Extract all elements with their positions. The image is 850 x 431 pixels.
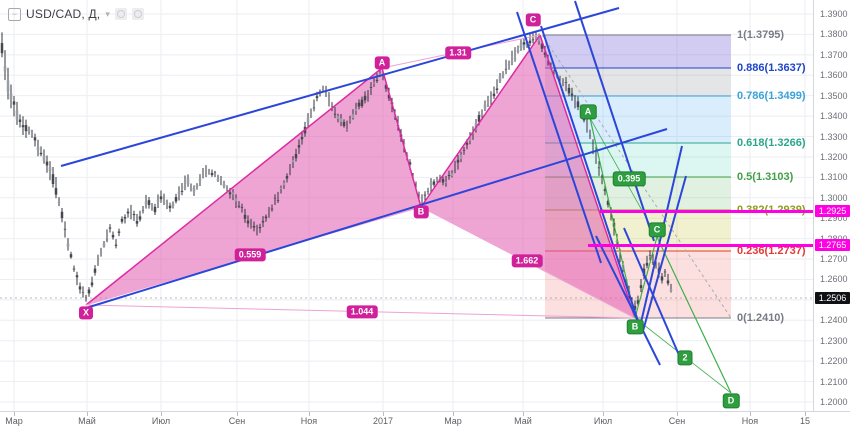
pattern-point-label[interactable]: 1.044 bbox=[346, 305, 378, 319]
time-tick-mark bbox=[453, 412, 454, 416]
trend-line[interactable] bbox=[595, 235, 661, 366]
price-tick-label: 1.3200 bbox=[820, 151, 848, 162]
pattern-point-label[interactable]: B bbox=[626, 319, 644, 335]
pattern-point-label[interactable]: 0.559 bbox=[234, 248, 266, 262]
price-tick-label: 1.3300 bbox=[820, 131, 848, 142]
time-tick-mark bbox=[161, 412, 162, 416]
trend-line[interactable] bbox=[60, 7, 620, 167]
trend-line[interactable] bbox=[642, 175, 687, 332]
price-tag: 1.2925 bbox=[815, 205, 850, 217]
fib-level-label: 0.886(1.3637) bbox=[737, 62, 806, 74]
pattern-point-label[interactable]: 0.395 bbox=[612, 171, 646, 187]
harmonic-edge-line[interactable] bbox=[85, 67, 383, 306]
pattern-point-label[interactable]: 1.31 bbox=[445, 46, 471, 60]
price-tick-label: 1.2600 bbox=[820, 274, 848, 285]
collapse-icon[interactable]: − bbox=[8, 7, 21, 21]
fib-level-label: 0(1.2410) bbox=[737, 312, 785, 324]
time-tick-label: Сен bbox=[228, 416, 246, 426]
pattern-point-label[interactable]: C bbox=[648, 222, 666, 238]
trend-line[interactable] bbox=[540, 25, 639, 322]
time-tick-mark bbox=[805, 412, 806, 416]
circle-icon[interactable] bbox=[114, 8, 127, 20]
pattern-point-label[interactable]: D bbox=[722, 393, 740, 409]
price-tick-label: 1.2300 bbox=[820, 335, 848, 346]
fib-level-label: 0.5(1.3103) bbox=[737, 171, 794, 183]
fib-level-label: 0.236(1.2737) bbox=[737, 245, 806, 257]
price-tick-label: 1.2100 bbox=[820, 376, 848, 387]
price-tick-label: 1.3700 bbox=[820, 49, 848, 60]
time-tick-mark bbox=[237, 412, 238, 416]
time-tick-label: Ноя bbox=[741, 416, 759, 426]
trend-line[interactable] bbox=[638, 145, 683, 332]
time-tick-label: Мар bbox=[5, 416, 23, 426]
price-tick-label: 1.3600 bbox=[820, 70, 848, 81]
harmonic-pattern-fill[interactable] bbox=[86, 68, 421, 305]
time-tick-mark bbox=[603, 412, 604, 416]
time-tick-mark bbox=[309, 412, 310, 416]
price-tick-label: 1.3000 bbox=[820, 192, 848, 203]
pattern-point-label[interactable]: 2 bbox=[677, 350, 693, 366]
pattern-point-label[interactable]: C bbox=[525, 13, 541, 27]
price-tag: 1.2506 bbox=[815, 292, 850, 304]
symbol-title[interactable]: USD/CAD, Д, bbox=[26, 7, 101, 21]
time-tick-label: 2017 bbox=[372, 416, 394, 426]
price-tick-label: 1.2200 bbox=[820, 356, 848, 367]
time-tick-mark bbox=[677, 412, 678, 416]
trend-line[interactable] bbox=[516, 11, 602, 264]
fib-band bbox=[545, 35, 731, 68]
price-tick-label: 1.3400 bbox=[820, 111, 848, 122]
time-tick-label: 15 bbox=[799, 416, 811, 426]
price-axis[interactable]: 1.3900 1.3800 1.3700 1.3600 1.3500 1.3400 1.33… bbox=[813, 0, 850, 411]
trendline-layer[interactable] bbox=[60, 0, 687, 366]
pattern-point-label[interactable]: X bbox=[78, 306, 94, 320]
circle-icon[interactable] bbox=[131, 8, 144, 20]
harmonic-edge-line[interactable] bbox=[420, 34, 541, 208]
price-tick-label: 1.2900 bbox=[820, 213, 848, 224]
trend-line[interactable] bbox=[85, 128, 668, 309]
time-tick-mark bbox=[523, 412, 524, 416]
time-tick-mark bbox=[750, 412, 751, 416]
harmonic-pattern-fill[interactable] bbox=[421, 35, 635, 318]
price-tick-label: 1.2400 bbox=[820, 315, 848, 326]
time-tick-mark bbox=[14, 412, 15, 416]
fib-band bbox=[545, 68, 731, 96]
chevron-down-icon[interactable]: ▾ bbox=[105, 8, 110, 19]
time-tick-label: Мар bbox=[444, 416, 462, 426]
time-tick-mark bbox=[383, 412, 384, 416]
price-tick-label: 1.2000 bbox=[820, 396, 848, 407]
price-tick-label: 1.2800 bbox=[820, 234, 848, 244]
time-tick-label: Май bbox=[514, 416, 532, 426]
pattern-point-label[interactable]: B bbox=[413, 205, 429, 219]
chart-legend: − USD/CAD, Д, ▾ bbox=[8, 7, 144, 21]
harmonic-edge-line[interactable] bbox=[539, 34, 636, 319]
price-tick-label: 1.2700 bbox=[820, 254, 848, 265]
price-tick-label: 1.3100 bbox=[820, 172, 848, 183]
harmonic-edge-line[interactable] bbox=[381, 67, 422, 208]
price-tag: 1.2765 bbox=[815, 239, 850, 251]
pattern-point-label[interactable]: A bbox=[579, 104, 597, 120]
horizontal-ray-line[interactable] bbox=[588, 244, 813, 247]
time-tick-label: Ноя bbox=[300, 416, 318, 426]
time-tick-label: Июл bbox=[593, 416, 613, 426]
time-axis[interactable]: Мар Май Июл Сен Ноя 2017 Мар Май Июл Сен Ноя 15 bbox=[0, 411, 850, 431]
fib-level-label: 0.618(1.3266) bbox=[737, 137, 806, 149]
time-tick-label: Сен bbox=[668, 416, 686, 426]
price-tick-label: 1.3900 bbox=[820, 9, 848, 19]
fib-level-label: 1(1.3795) bbox=[737, 29, 785, 41]
pattern-point-label[interactable]: A bbox=[374, 56, 390, 70]
time-tick-label: Май bbox=[78, 416, 96, 426]
abcd-edge-line[interactable] bbox=[656, 236, 732, 394]
price-tick-label: 1.3500 bbox=[820, 90, 848, 101]
price-tick-label: 1.3800 bbox=[820, 29, 848, 40]
pattern-fill-layer[interactable] bbox=[86, 35, 635, 318]
horizontal-ray-line[interactable] bbox=[600, 210, 813, 213]
time-tick-label: Июл bbox=[151, 416, 171, 426]
trend-line[interactable] bbox=[574, 0, 655, 242]
pattern-point-label[interactable]: 1.662 bbox=[511, 254, 543, 268]
fib-level-label: 0.786(1.3499) bbox=[737, 90, 806, 102]
time-tick-mark bbox=[87, 412, 88, 416]
